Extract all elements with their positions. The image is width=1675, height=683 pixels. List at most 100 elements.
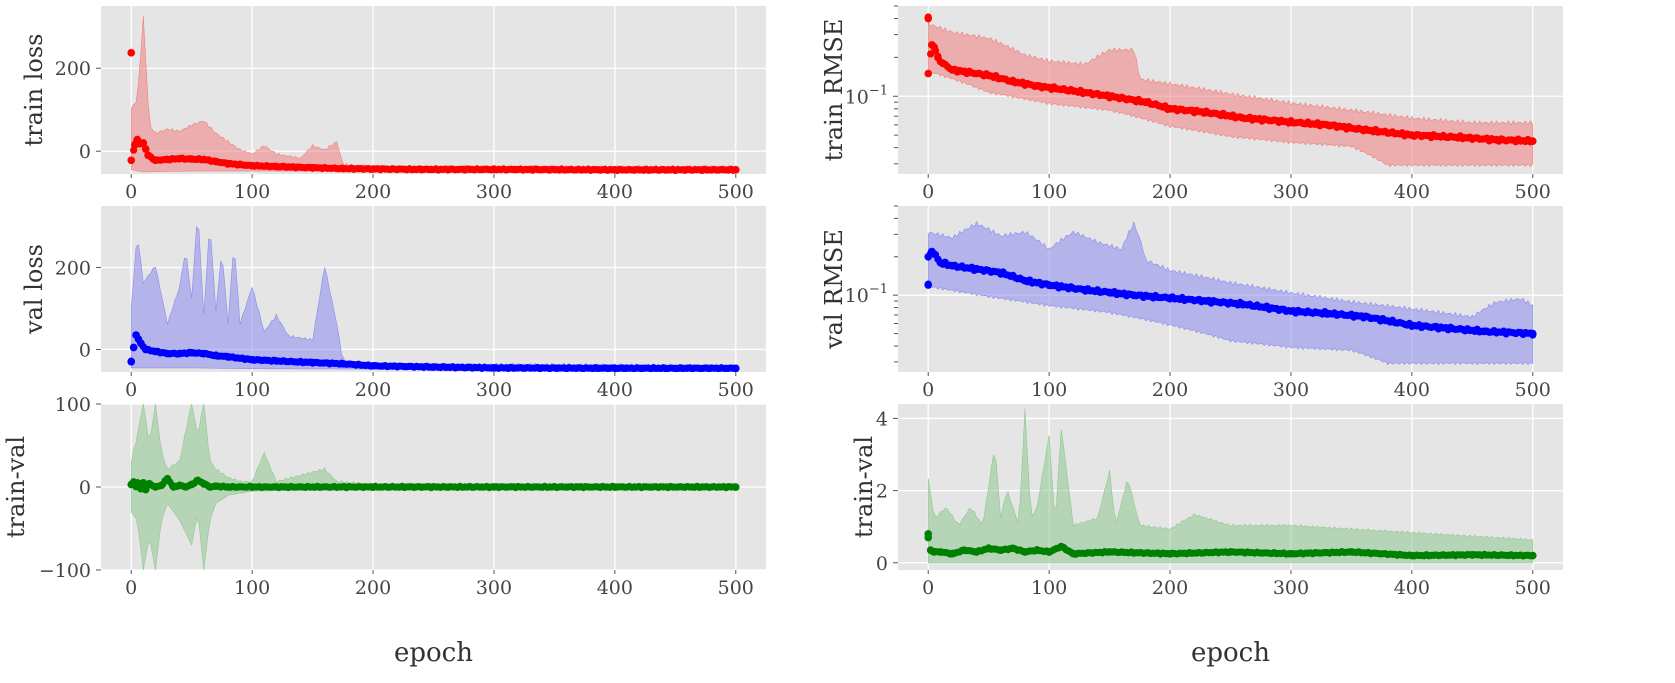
data-point [1202,108,1211,117]
data-point [1069,549,1078,558]
data-point [224,353,232,361]
data-point [972,548,981,556]
y-axis-label: train loss [20,34,48,147]
data-point [272,162,281,171]
data-point [1238,300,1247,308]
plot-content [924,13,1537,168]
plot-content [127,404,740,570]
x-tick-label: 100 [234,577,270,599]
x-tick-label: 0 [125,379,137,401]
data-point [133,479,142,487]
x-tick-label: 200 [355,577,391,599]
data-point [212,157,220,166]
plot-content [924,408,1537,564]
x-tick-label: 200 [1152,181,1188,203]
y-tick-label: 4 [876,408,888,430]
panel-val-loss: 0 100 200 300 400 500 0 200 val loss [20,206,766,401]
data-point [157,481,166,490]
x-tick-label: 200 [1152,379,1188,401]
data-point [1069,87,1078,95]
x-tick-label: 200 [1152,577,1188,599]
data-point [339,360,347,368]
data-point [1287,307,1295,315]
data-point [141,145,150,153]
data-point [930,250,939,258]
y-tick-label: 0 [79,141,91,163]
data-point [1166,294,1174,302]
y-axis-label: train-val [850,436,878,538]
data-point [1323,309,1332,318]
data-point [1359,125,1368,134]
data-point [163,474,172,483]
data-point [175,481,184,490]
x-tick-label: 200 [355,181,391,203]
data-point [1033,546,1041,554]
x-axis-label: epoch [394,638,473,668]
y-tick-label: 0 [79,339,91,361]
data-point [1347,548,1356,556]
data-point [129,343,138,352]
y-axis-label: val loss [20,244,48,335]
data-point [1105,288,1114,297]
x-tick-label: 200 [355,379,391,401]
y-tick-label: 100 [55,394,91,416]
data-point [127,357,136,366]
data-point [272,357,281,365]
data-point [181,483,190,491]
data-point [206,483,214,491]
x-tick-label: 500 [1515,379,1551,401]
y-tick-label: 10−1 [845,83,888,108]
data-point [151,347,160,356]
data-point [1057,542,1066,551]
data-point [924,14,933,23]
y-tick-label: 0 [79,477,91,499]
data-point [1444,324,1452,333]
data-point [611,483,619,491]
y-tick-label: 200 [55,257,91,279]
y-axis-label: train RMSE [820,19,848,162]
std-band [927,220,1534,366]
data-point [1081,286,1090,294]
data-point [1528,329,1537,338]
data-point [1287,549,1295,558]
data-point [139,139,148,147]
data-point [490,364,498,372]
data-point [1492,136,1501,144]
data-point [936,548,945,556]
data-point [1359,312,1368,321]
x-tick-label: 300 [476,181,512,203]
y-tick-label: 0 [876,553,888,575]
plot-content [924,220,1537,366]
data-point [611,364,619,372]
data-point [948,549,957,558]
panel-train-loss: 0 100 200 300 400 500 0 200 train loss [20,6,766,203]
data-point [1287,118,1295,126]
data-point [139,479,148,487]
x-tick-label: 100 [1031,379,1067,401]
data-point [1142,98,1150,106]
data-point [1408,321,1416,330]
data-point [199,349,208,358]
data-point [930,548,939,556]
data-point [1480,327,1489,336]
data-point [163,349,172,358]
data-point [169,483,178,491]
data-point [960,546,969,554]
x-tick-label: 400 [597,181,633,203]
x-tick-label: 300 [1273,379,1309,401]
y-axis-label: train-val [2,436,30,538]
data-point [948,261,957,270]
data-point [1166,549,1174,558]
data-point [996,268,1005,277]
data-point [141,485,150,494]
data-point [137,339,145,348]
x-tick-label: 400 [1394,379,1430,401]
data-point [1166,104,1174,113]
x-tick-label: 400 [597,379,633,401]
y-axis-label: val RMSE [820,229,848,350]
x-tick-label: 0 [922,379,934,401]
y-tick-label: 200 [55,58,91,80]
data-point [369,483,377,491]
data-point [924,533,933,542]
